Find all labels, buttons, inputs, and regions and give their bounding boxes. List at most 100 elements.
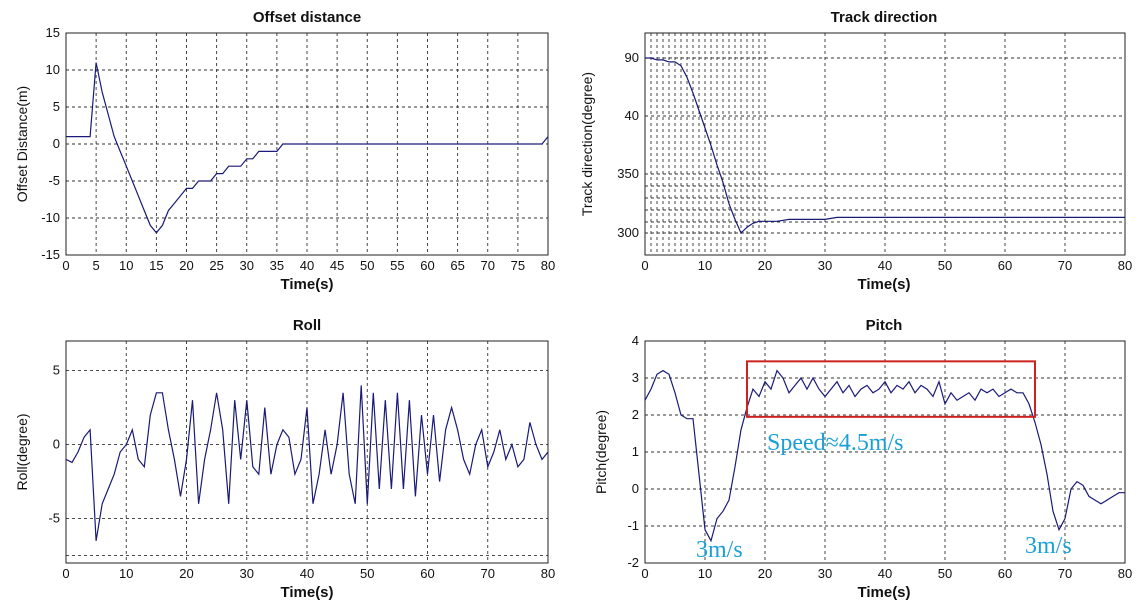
track-direction-plot-area <box>644 32 1126 256</box>
track-direction-x-tick-label: 60 <box>998 258 1012 273</box>
offset-distance-x-tick-label: 5 <box>93 258 100 273</box>
offset-distance-x-tick-label: 80 <box>541 258 555 273</box>
pitch-y-tick-label: -1 <box>627 518 639 533</box>
offset-distance-x-tick-label: 35 <box>270 258 284 273</box>
track-direction-y-ticks: 90 40 350 300 <box>617 50 639 240</box>
pitch-x-ticks: 0 10 20 30 40 50 60 70 80 <box>641 566 1132 581</box>
roll-x-tick-label: 30 <box>240 566 254 581</box>
pitch-x-tick-label: 30 <box>818 566 832 581</box>
pitch-x-tick-label: 20 <box>758 566 772 581</box>
offset-distance-y-tick-label: -10 <box>41 210 60 225</box>
track-direction-xlabel: Time(s) <box>857 276 910 293</box>
track-direction-y-tick-label: 300 <box>617 225 639 240</box>
track-direction-x-tick-label: 80 <box>1118 258 1132 273</box>
track-direction-x-tick-label: 20 <box>758 258 772 273</box>
pitch-annotation-speed: Speed≈4.5m/s <box>767 430 904 456</box>
roll-x-ticks: 0 10 20 30 40 50 60 70 80 <box>62 566 555 581</box>
pitch-grid <box>645 341 1125 563</box>
offset-distance-y-tick-label: -15 <box>41 247 60 262</box>
pitch-y-tick-label: 3 <box>632 370 639 385</box>
offset-distance-x-tick-label: 0 <box>62 258 69 273</box>
offset-distance-x-tick-label: 45 <box>330 258 344 273</box>
track-direction-x-ticks: 0 10 20 30 40 50 60 70 80 <box>641 258 1132 273</box>
offset-distance-x-tick-label: 30 <box>240 258 254 273</box>
pitch-plot-area <box>644 340 1126 564</box>
track-direction-x-tick-label: 10 <box>698 258 712 273</box>
roll-title: Roll <box>293 317 321 334</box>
pitch-x-tick-label: 60 <box>998 566 1012 581</box>
pitch-highlight-box <box>746 360 1036 418</box>
roll-y-ticks: 5 0 -5 <box>48 363 60 526</box>
offset-distance-xlabel: Time(s) <box>280 276 333 293</box>
roll-xlabel: Time(s) <box>280 584 333 601</box>
offset-distance-x-tick-label: 50 <box>360 258 374 273</box>
offset-distance-y-tick-label: 10 <box>46 62 60 77</box>
offset-distance-x-tick-label: 70 <box>481 258 495 273</box>
track-direction-y-tick-label: 40 <box>625 108 639 123</box>
pitch-y-tick-label: -2 <box>627 555 639 570</box>
roll-x-tick-label: 70 <box>481 566 495 581</box>
pitch-y-tick-label: 2 <box>632 407 639 422</box>
pitch-x-tick-label: 80 <box>1118 566 1132 581</box>
roll-x-tick-label: 0 <box>62 566 69 581</box>
offset-distance-y-tick-label: -5 <box>48 173 60 188</box>
pitch-annotation-3ms-left: 3m/s <box>696 537 743 563</box>
roll-y-tick-label: 5 <box>53 363 60 378</box>
track-direction-panel: Track direction 0 10 20 30 40 50 60 70 80 90 40 35… <box>579 9 1132 293</box>
track-direction-ylabel: Track direction(degree) <box>579 72 595 216</box>
offset-distance-x-tick-label: 25 <box>209 258 223 273</box>
pitch-y-tick-label: 4 <box>632 333 639 348</box>
pitch-x-tick-label: 10 <box>698 566 712 581</box>
roll-x-tick-label: 20 <box>179 566 193 581</box>
pitch-annotation-3ms-right: 3m/s <box>1025 533 1072 559</box>
offset-distance-y-tick-label: 5 <box>53 99 60 114</box>
offset-distance-x-tick-label: 15 <box>149 258 163 273</box>
roll-y-tick-label: -5 <box>48 511 60 526</box>
track-direction-x-tick-label: 70 <box>1058 258 1072 273</box>
offset-distance-y-ticks: 15 10 5 0 -5 -10 -15 <box>41 25 60 262</box>
offset-distance-title: Offset distance <box>253 9 361 26</box>
offset-distance-x-tick-label: 60 <box>420 258 434 273</box>
pitch-title: Pitch <box>866 317 903 334</box>
offset-distance-y-tick-label: 15 <box>46 25 60 40</box>
pitch-y-ticks: 4 3 2 1 0 -1 -2 <box>627 333 639 570</box>
roll-x-tick-label: 50 <box>360 566 374 581</box>
roll-y-tick-label: 0 <box>53 437 60 452</box>
track-direction-x-tick-label: 0 <box>641 258 648 273</box>
offset-distance-x-tick-label: 65 <box>450 258 464 273</box>
offset-distance-x-tick-label: 75 <box>511 258 525 273</box>
offset-distance-x-tick-label: 40 <box>300 258 314 273</box>
pitch-ylabel: Pitch(degree) <box>593 410 609 494</box>
roll-panel: Roll 0 10 20 30 40 50 60 70 80 50-5 Time(s) Roll… <box>14 317 555 601</box>
offset-distance-x-tick-label: 20 <box>179 258 193 273</box>
roll-grid <box>66 341 548 563</box>
track-direction-y-tick-label: 90 <box>625 50 639 65</box>
track-direction-grid <box>645 33 1125 255</box>
track-direction-x-tick-label: 30 <box>818 258 832 273</box>
offset-distance-x-tick-label: 10 <box>119 258 133 273</box>
roll-x-tick-label: 60 <box>420 566 434 581</box>
offset-distance-x-tick-label: 55 <box>390 258 404 273</box>
track-direction-y-tick-label: 350 <box>617 166 639 181</box>
pitch-line <box>644 369 1125 543</box>
pitch-x-tick-label: 70 <box>1058 566 1072 581</box>
offset-distance-y-tick-label: 0 <box>53 136 60 151</box>
offset-distance-plot-area <box>65 32 549 256</box>
pitch-x-tick-label: 0 <box>641 566 648 581</box>
offset-distance-x-ticks: 0 5 10 15 20 25 30 35 40 45 50 55 60 65 70 75 80 <box>62 258 555 273</box>
pitch-y-tick-label: 1 <box>632 444 639 459</box>
roll-x-tick-label: 40 <box>300 566 314 581</box>
offset-distance-panel: Offset distance 0 5 10 15 20 25 30 35 40 45 50 55 60… <box>14 9 555 293</box>
pitch-xlabel: Time(s) <box>857 584 910 601</box>
track-direction-line <box>645 57 1125 235</box>
offset-distance-ylabel: Offset Distance(m) <box>14 86 30 202</box>
roll-x-tick-label: 10 <box>119 566 133 581</box>
pitch-x-tick-label: 40 <box>878 566 892 581</box>
roll-x-tick-label: 80 <box>541 566 555 581</box>
track-direction-x-tick-label: 50 <box>938 258 952 273</box>
pitch-y-tick-label: 0 <box>632 481 639 496</box>
track-direction-x-tick-label: 40 <box>878 258 892 273</box>
pitch-x-tick-label: 50 <box>938 566 952 581</box>
